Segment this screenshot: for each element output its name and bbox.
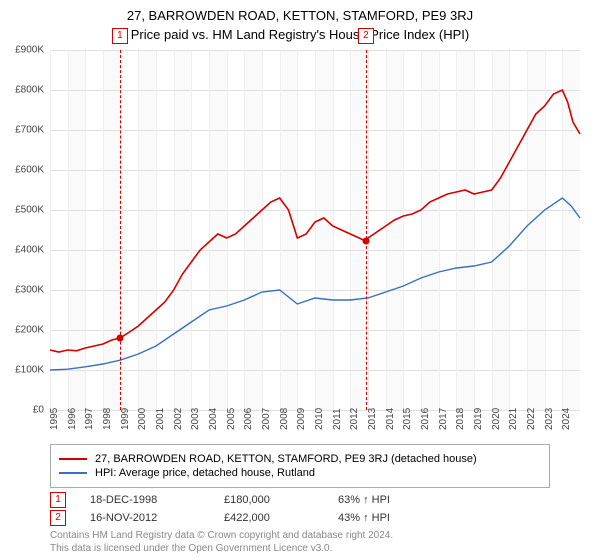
y-axis-label: £100K bbox=[0, 365, 44, 376]
sale-marker-dot bbox=[362, 238, 369, 245]
x-axis-label: 2018 bbox=[455, 408, 466, 430]
x-axis-label: 2001 bbox=[155, 408, 166, 430]
sale-marker-line bbox=[366, 50, 367, 410]
x-axis-label: 2006 bbox=[243, 408, 254, 430]
x-axis-label: 2013 bbox=[367, 408, 378, 430]
y-axis-label: £400K bbox=[0, 245, 44, 256]
y-axis-label: £900K bbox=[0, 45, 44, 56]
series-line bbox=[50, 90, 580, 352]
legend-label: HPI: Average price, detached house, Rutl… bbox=[95, 467, 315, 479]
x-axis-label: 1998 bbox=[102, 408, 113, 430]
x-axis-label: 2000 bbox=[137, 408, 148, 430]
legend-row: 27, BARROWDEN ROAD, KETTON, STAMFORD, PE… bbox=[59, 453, 541, 465]
legend-swatch bbox=[59, 458, 87, 460]
sale-row-hpi: 63% ↑ HPI bbox=[338, 494, 390, 506]
chart-subtitle: Price paid vs. HM Land Registry's House … bbox=[0, 23, 600, 42]
sale-row: 1 18-DEC-1998 £180,000 63% ↑ HPI bbox=[50, 492, 390, 508]
y-axis-label: £600K bbox=[0, 165, 44, 176]
x-axis-label: 2016 bbox=[420, 408, 431, 430]
sale-row-hpi: 43% ↑ HPI bbox=[338, 512, 390, 524]
x-axis-label: 2007 bbox=[261, 408, 272, 430]
sale-row-price: £180,000 bbox=[224, 494, 314, 506]
sale-row-badge: 2 bbox=[50, 510, 66, 526]
sale-row-badge: 1 bbox=[50, 492, 66, 508]
x-axis-label: 1996 bbox=[67, 408, 78, 430]
y-axis-label: £800K bbox=[0, 85, 44, 96]
y-axis-label: £0 bbox=[0, 405, 44, 416]
chart-title-address: 27, BARROWDEN ROAD, KETTON, STAMFORD, PE… bbox=[0, 0, 600, 23]
x-axis-label: 2004 bbox=[208, 408, 219, 430]
legend-swatch bbox=[59, 472, 87, 474]
x-axis-label: 1995 bbox=[49, 408, 60, 430]
sale-row-price: £422,000 bbox=[224, 512, 314, 524]
legend-label: 27, BARROWDEN ROAD, KETTON, STAMFORD, PE… bbox=[95, 453, 477, 465]
chart-lines bbox=[50, 50, 580, 410]
footer-line-2: This data is licensed under the Open Gov… bbox=[50, 543, 393, 556]
root: 27, BARROWDEN ROAD, KETTON, STAMFORD, PE… bbox=[0, 0, 600, 560]
footer-line-1: Contains HM Land Registry data © Crown c… bbox=[50, 530, 393, 543]
legend: 27, BARROWDEN ROAD, KETTON, STAMFORD, PE… bbox=[50, 444, 550, 488]
sale-row-date: 16-NOV-2012 bbox=[90, 512, 200, 524]
x-axis-label: 2005 bbox=[226, 408, 237, 430]
x-axis-label: 2015 bbox=[402, 408, 413, 430]
footer-text: Contains HM Land Registry data © Crown c… bbox=[50, 530, 393, 555]
y-axis-label: £300K bbox=[0, 285, 44, 296]
series-line bbox=[50, 198, 580, 370]
y-axis-label: £200K bbox=[0, 325, 44, 336]
x-axis-label: 2002 bbox=[173, 408, 184, 430]
x-axis-label: 2011 bbox=[332, 408, 343, 430]
x-axis-label: 2020 bbox=[491, 408, 502, 430]
x-axis-label: 2024 bbox=[561, 408, 572, 430]
x-axis-label: 1997 bbox=[84, 408, 95, 430]
x-axis-label: 2022 bbox=[526, 408, 537, 430]
x-axis-label: 2010 bbox=[314, 408, 325, 430]
x-axis-label: 2014 bbox=[385, 408, 396, 430]
x-axis-label: 2017 bbox=[438, 408, 449, 430]
sales-table: 1 18-DEC-1998 £180,000 63% ↑ HPI 2 16-NOV-201… bbox=[50, 490, 390, 528]
x-axis-label: 2021 bbox=[508, 408, 519, 430]
x-axis-label: 2019 bbox=[473, 408, 484, 430]
sale-row: 2 16-NOV-2012 £422,000 43% ↑ HPI bbox=[50, 510, 390, 526]
sale-row-date: 18-DEC-1998 bbox=[90, 494, 200, 506]
sale-marker-dot bbox=[116, 335, 123, 342]
x-axis-label: 2003 bbox=[190, 408, 201, 430]
x-axis-label: 2009 bbox=[296, 408, 307, 430]
sale-marker-line bbox=[120, 50, 121, 410]
legend-row: HPI: Average price, detached house, Rutl… bbox=[59, 467, 541, 479]
x-axis-label: 2023 bbox=[544, 408, 555, 430]
sale-marker-badge: 1 bbox=[112, 28, 128, 44]
x-axis-label: 1999 bbox=[120, 408, 131, 430]
y-axis-label: £500K bbox=[0, 205, 44, 216]
chart-area: 12 £0£100K£200K£300K£400K£500K£600K£700K… bbox=[50, 50, 580, 410]
y-axis-label: £700K bbox=[0, 125, 44, 136]
sale-marker-badge: 2 bbox=[358, 28, 374, 44]
x-axis-label: 2008 bbox=[279, 408, 290, 430]
x-axis-label: 2012 bbox=[349, 408, 360, 430]
